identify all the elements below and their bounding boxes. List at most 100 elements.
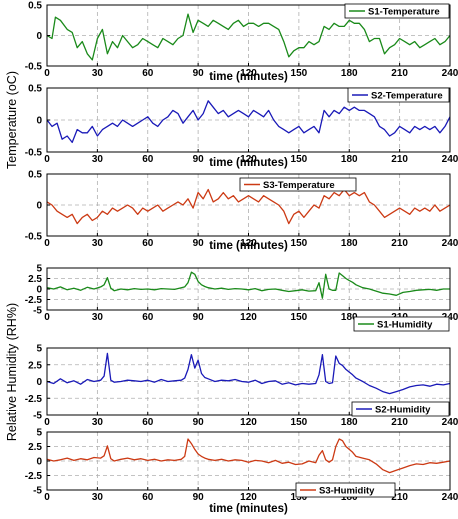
y-tick-label: -5	[33, 411, 42, 422]
series-line-s1-humidity	[46, 271, 450, 299]
x-tick-label: 90	[193, 417, 205, 428]
humidity-y-axis-label: Relative Humidity (RH%)	[5, 303, 19, 441]
x-tick-label: 0	[44, 417, 50, 428]
x-tick-label: 240	[442, 238, 458, 249]
x-tick-label: 120	[240, 68, 257, 79]
legend-box	[295, 482, 396, 498]
legend: S3-Temperature	[239, 177, 357, 192]
legend-box	[347, 87, 450, 103]
y-tick-label: -5	[33, 306, 42, 317]
y-tick-label: 5	[36, 344, 42, 355]
x-tick-label: 60	[142, 312, 154, 323]
x-tick-label: 90	[193, 154, 205, 165]
x-tick-label: 30	[92, 68, 104, 79]
y-tick-label: 0	[36, 377, 42, 388]
x-tick-label: 180	[341, 492, 358, 503]
y-tick-label: -0.5	[25, 232, 43, 243]
legend-label: S3-Humidity	[319, 486, 375, 497]
x-tick-label: 180	[341, 68, 358, 79]
x-tick-label: 0	[44, 312, 50, 323]
x-tick-label: 150	[291, 312, 308, 323]
x-tick-label: 60	[142, 238, 154, 249]
y-tick-label: -0.5	[25, 62, 43, 73]
x-tick-label: 120	[240, 492, 257, 503]
y-tick-label: 0	[36, 116, 42, 127]
x-tick-label: 180	[341, 312, 358, 323]
y-tick-label: -5	[33, 486, 42, 497]
x-tick-label: 150	[291, 154, 308, 165]
y-tick-label: 0.5	[28, 170, 42, 181]
x-tick-label: 240	[442, 312, 458, 323]
temperature-y-axis-label: Temperature (oC)	[5, 71, 19, 169]
x-tick-label: 0	[44, 68, 50, 79]
x-tick-label: 210	[391, 492, 408, 503]
x-tick-label: 30	[92, 492, 104, 503]
x-tick-label: 150	[291, 492, 308, 503]
series-line-s2-temperature	[46, 100, 451, 144]
y-tick-label: 0	[36, 285, 42, 296]
x-axis-label: time (minutes)	[209, 240, 288, 252]
panel-4: 030609012015018021024052.50-2.5-5S1-Humi…	[25, 264, 458, 332]
x-tick-label: 60	[142, 417, 154, 428]
series-line-s1-temperature	[46, 13, 451, 61]
x-tick-label: 240	[442, 417, 458, 428]
legend-box	[239, 177, 357, 192]
legend-label: S2-Temperature	[371, 91, 443, 102]
x-tick-label: 0	[44, 154, 50, 165]
x-tick-label: 150	[291, 238, 308, 249]
y-tick-label: -0.5	[25, 148, 43, 159]
y-tick-label: 5	[36, 264, 42, 275]
x-tick-label: 210	[391, 68, 408, 79]
y-tick-label: 5	[36, 428, 42, 439]
legend: S2-Humidity	[351, 401, 450, 417]
legend-label: S1-Temperature	[368, 7, 440, 18]
x-tick-label: 210	[391, 154, 408, 165]
series-line-s2-humidity	[46, 352, 451, 395]
x-tick-label: 120	[240, 238, 257, 249]
x-tick-label: 30	[92, 238, 104, 249]
legend-label: S3-Temperature	[263, 180, 335, 191]
x-tick-label: 90	[193, 68, 205, 79]
x-tick-label: 150	[291, 417, 308, 428]
y-tick-label: 0.5	[28, 84, 42, 95]
legend-box	[353, 316, 450, 332]
y-tick-label: 0	[36, 201, 42, 212]
x-tick-label: 240	[442, 68, 458, 79]
y-tick-label: 0	[36, 31, 42, 42]
y-tick-label: -2.5	[25, 394, 43, 405]
x-axis-label: time (minutes)	[209, 71, 288, 83]
legend: S1-Humidity	[353, 316, 450, 332]
x-tick-label: 120	[240, 417, 257, 428]
x-tick-label: 90	[193, 238, 205, 249]
x-tick-label: 90	[193, 492, 205, 503]
y-tick-label: 2.5	[28, 442, 42, 453]
x-tick-label: 60	[142, 154, 154, 165]
x-tick-label: 150	[291, 68, 308, 79]
legend-box	[344, 3, 450, 19]
x-tick-label: 60	[142, 68, 154, 79]
legend: S2-Temperature	[347, 87, 450, 103]
series-line-s3-humidity	[46, 438, 451, 474]
x-tick-label: 240	[442, 492, 458, 503]
y-tick-label: -2.5	[25, 295, 43, 306]
x-tick-label: 180	[341, 417, 358, 428]
legend: S3-Humidity	[295, 482, 396, 498]
legend-label: S2-Humidity	[375, 405, 431, 416]
legend-box	[351, 401, 450, 417]
legend-label: S1-Humidity	[377, 320, 433, 331]
x-tick-label: 210	[391, 417, 408, 428]
y-tick-label: 0	[36, 457, 42, 468]
x-tick-label: 210	[391, 238, 408, 249]
y-tick-label: 2.5	[28, 274, 42, 285]
x-tick-label: 120	[240, 312, 257, 323]
x-tick-label: 30	[92, 312, 104, 323]
x-tick-label: 240	[442, 154, 458, 165]
x-tick-label: 120	[240, 154, 257, 165]
x-tick-label: 30	[92, 417, 104, 428]
x-tick-label: 180	[341, 154, 358, 165]
